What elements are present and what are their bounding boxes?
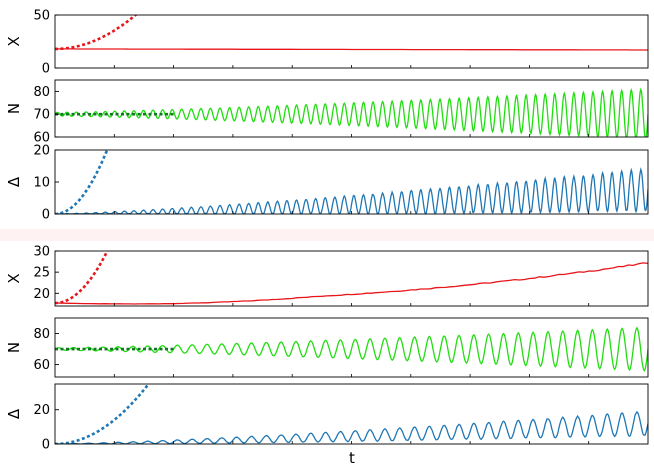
y-tick-label: 30: [33, 245, 50, 260]
y-axis-label: N: [5, 342, 23, 353]
series-g2-X-solid: [55, 262, 648, 305]
y-tick-label: 80: [33, 85, 50, 100]
series-g1-X-dashed: [55, 15, 138, 51]
y-tick-label: 60: [33, 358, 50, 373]
y-tick-label: 0: [42, 438, 50, 453]
y-tick-label: 80: [33, 327, 50, 342]
series-g1-X-solid: [55, 48, 648, 51]
axes-frame: [54, 14, 649, 69]
y-tick-label: 0: [42, 62, 50, 77]
y-tick-label: 70: [33, 108, 50, 123]
series-g1-D-dashed: [55, 150, 109, 214]
axes-frame: [54, 79, 649, 138]
y-tick-label: 25: [33, 266, 50, 281]
y-tick-label: 10: [33, 176, 50, 191]
y-axis-label: N: [5, 103, 23, 114]
series-g1-N-solid: [55, 87, 648, 137]
y-tick-label: 50: [33, 9, 50, 24]
x-axis-label: t: [349, 449, 355, 466]
y-tick-label: 20: [33, 403, 50, 418]
y-tick-label: 60: [33, 131, 50, 146]
series-g2-N-solid: [55, 326, 648, 372]
y-axis-label: X: [5, 273, 23, 283]
panel-g2-N: 60 80 N: [5, 317, 649, 378]
series-g1-D-solid: [55, 167, 648, 214]
series-g2-D-dashed: [55, 384, 151, 444]
panels: 0 50 X 60 70 80 N 0 10 20 Δ 20 25 30 X 60 80 N 0 20 Δ: [5, 9, 649, 453]
series-g2-X-dashed: [55, 251, 109, 305]
y-tick-label: 20: [33, 144, 50, 159]
series-g2-D-solid: [55, 410, 648, 444]
panel-g1-D: 0 10 20 Δ: [5, 144, 649, 223]
panel-g2-D: 0 20 Δ: [5, 383, 649, 453]
y-axis-label: Δ: [5, 408, 23, 419]
panel-g1-X: 0 50 X: [5, 9, 649, 77]
y-tick-label: 20: [33, 287, 50, 302]
y-axis-label: Δ: [5, 176, 23, 187]
y-axis-label: X: [5, 36, 23, 46]
panel-g1-N: 60 70 80 N: [5, 79, 649, 146]
group-separator: [0, 229, 654, 241]
y-tick-label: 0: [42, 208, 50, 223]
panel-g2-X: 20 25 30 X: [5, 245, 649, 307]
axes-frame: [54, 250, 649, 307]
